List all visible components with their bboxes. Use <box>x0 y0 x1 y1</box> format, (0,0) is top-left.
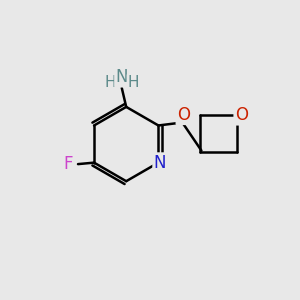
Text: O: O <box>177 106 190 124</box>
Text: N: N <box>116 68 128 86</box>
Text: N: N <box>154 154 166 172</box>
Text: H: H <box>128 75 140 90</box>
Text: H: H <box>105 75 116 90</box>
Text: F: F <box>63 155 73 173</box>
Text: O: O <box>235 106 248 124</box>
